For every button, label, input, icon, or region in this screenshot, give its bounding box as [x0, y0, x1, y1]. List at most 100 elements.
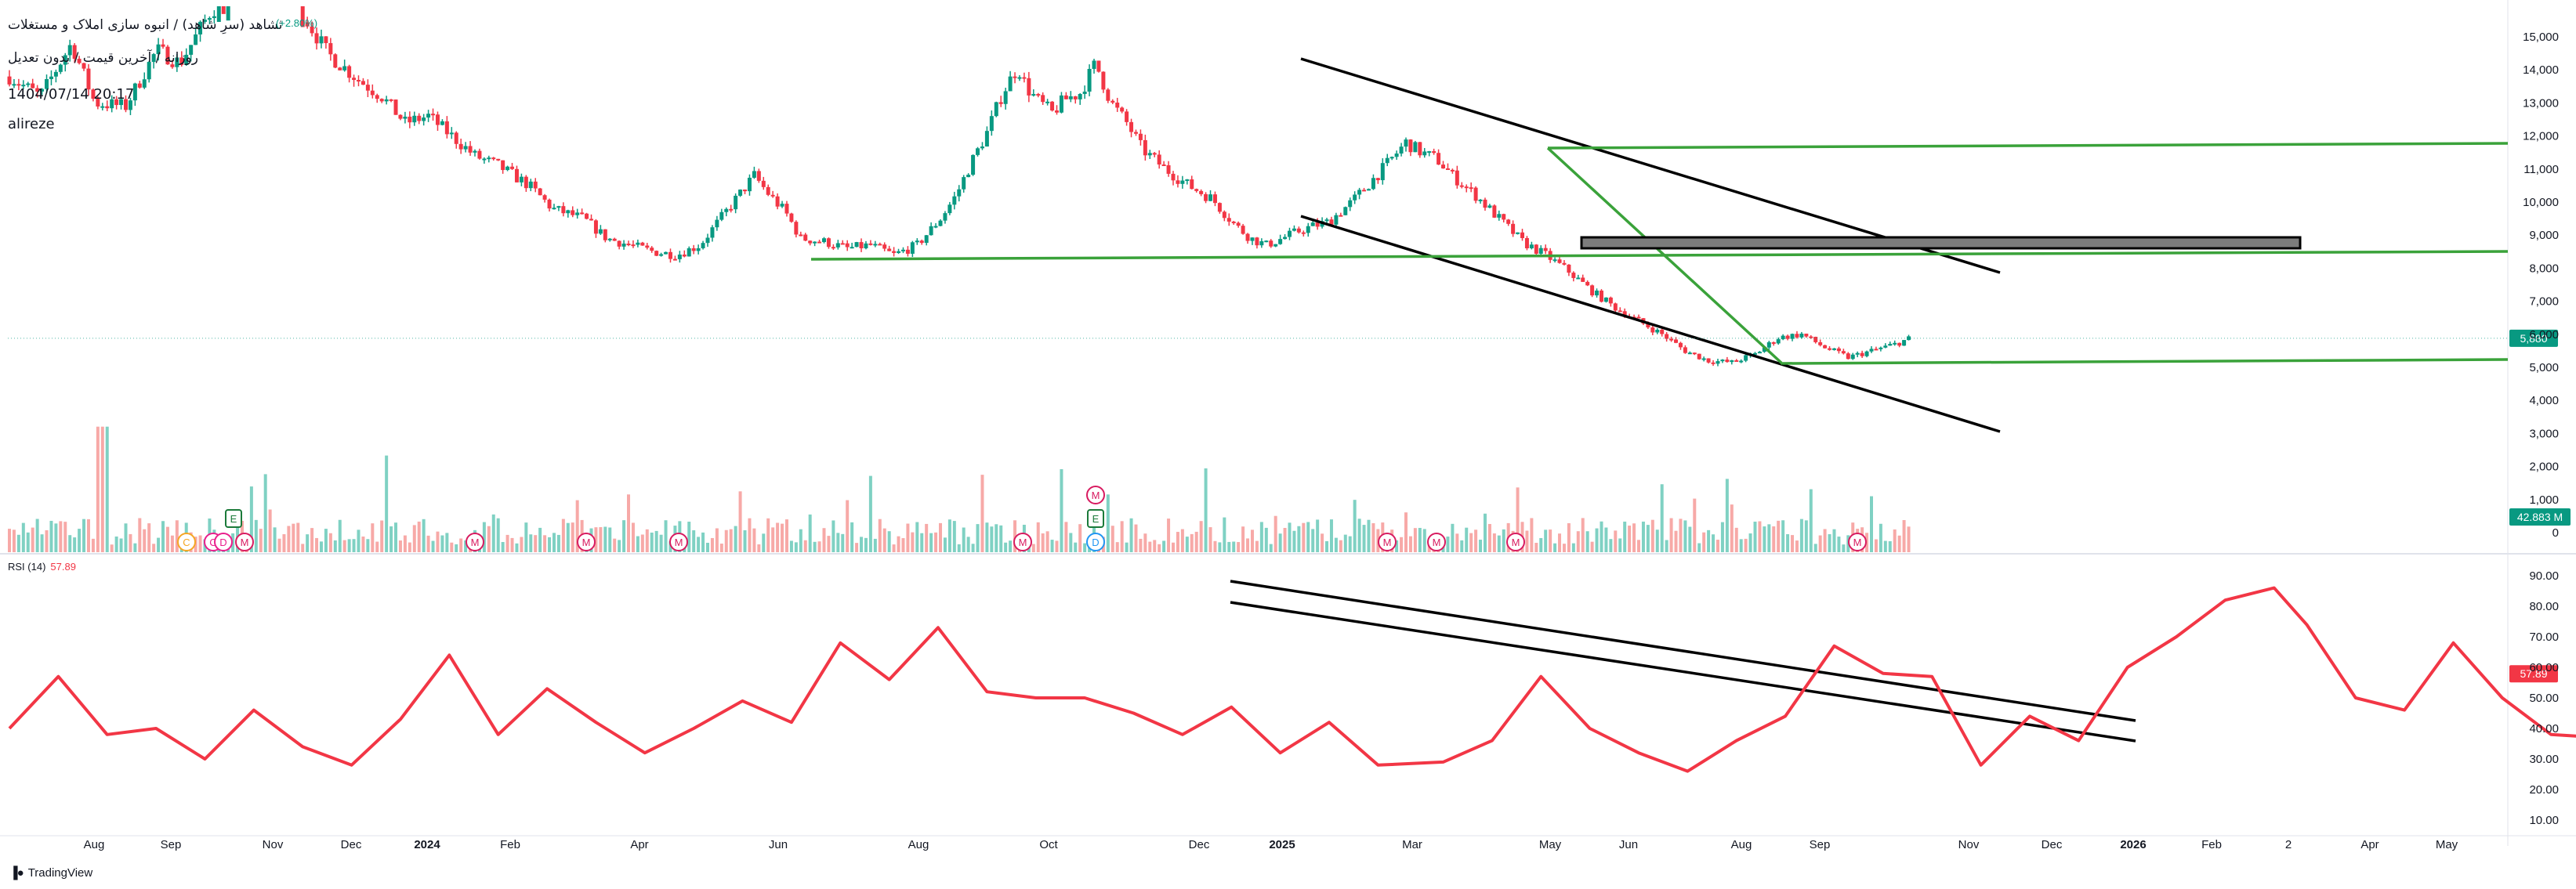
volume-bar: [1693, 498, 1697, 552]
volume-bar: [738, 491, 742, 552]
volume-bar: [1553, 543, 1557, 552]
volume-bar: [194, 537, 197, 552]
candle-body: [552, 208, 556, 210]
candle-body: [803, 234, 808, 241]
drawing-layer[interactable]: [810, 57, 2509, 743]
volume-bar: [1650, 519, 1654, 552]
candle-body: [96, 99, 100, 107]
volume-bar: [757, 544, 761, 552]
snapshot-datetime: 1404/07/14 20:17: [8, 86, 135, 103]
volume-bar: [985, 522, 989, 552]
green-resistance-line-11800[interactable]: [1547, 142, 2509, 150]
volume-bar: [1883, 540, 1887, 552]
lower-descending-trendline[interactable]: [1300, 215, 2001, 433]
candle-body: [962, 177, 966, 190]
volume-bar: [1269, 544, 1273, 552]
volume-bar: [352, 539, 356, 552]
candle-body: [319, 36, 324, 44]
candle-body: [1613, 303, 1618, 311]
candle-body: [1502, 214, 1506, 220]
rsi-axis[interactable]: 10.00 20.00 30.00 40.00 50.00 60.00 70.00 80.00…: [2529, 569, 2559, 827]
volume-bar: [1628, 526, 1632, 552]
price-axis[interactable]: 0 1,000 2,000 3,000 4,000 5,000 6,000 7,000 8,00…: [2523, 31, 2559, 540]
candle-body: [1003, 91, 1008, 104]
rsi-lower-trendline[interactable]: [1230, 601, 2136, 743]
volume-bar: [1227, 541, 1231, 552]
candle-body: [1464, 186, 1469, 189]
rsi-legend[interactable]: RSI (14) 57.89: [8, 561, 76, 573]
candle-body: [1418, 142, 1422, 156]
event-marker-letter: M: [1512, 537, 1520, 548]
time-tick-label: 2026: [2120, 838, 2146, 851]
candle-body: [998, 102, 1003, 104]
candle-body: [840, 243, 845, 245]
volume-bar: [1739, 539, 1743, 552]
volume-bar: [534, 535, 538, 552]
volume-bar: [1404, 512, 1408, 552]
volume-bar: [957, 544, 961, 552]
candle-body: [1711, 362, 1716, 364]
event-marker-circle: [1086, 533, 1105, 551]
candle-body: [1511, 223, 1516, 234]
candle-body: [1357, 190, 1362, 195]
candle-body: [1101, 71, 1106, 90]
candle-body: [1785, 335, 1790, 339]
volume-bar: [1897, 535, 1901, 552]
volume-bar: [1218, 542, 1222, 552]
candle-body: [976, 148, 980, 155]
volume-bar: [1321, 533, 1324, 552]
volume-bar: [1516, 487, 1520, 552]
volume-bar: [1799, 519, 1803, 552]
event-marker-letter: M: [1383, 537, 1392, 548]
candle-body: [1692, 352, 1697, 355]
volume-bar: [1120, 521, 1124, 552]
candle-body: [631, 244, 636, 247]
tradingview-logo[interactable]: ▐● TradingView: [9, 866, 92, 880]
candle-body: [426, 114, 431, 118]
time-axis[interactable]: Aug Sep Nov Dec 2024 Feb Apr Jun Aug Oct Dec 2025 Ma…: [84, 838, 2458, 851]
volume-bar: [1791, 535, 1795, 552]
rsi-legend-title: RSI (14): [8, 561, 46, 573]
volume-bar: [1474, 529, 1478, 552]
candle-body: [887, 248, 892, 251]
candle-body: [1059, 95, 1063, 113]
candle-body: [1027, 78, 1031, 96]
candle-body: [1422, 151, 1427, 156]
volume-bar: [198, 535, 202, 552]
volume-bar: [1469, 533, 1473, 552]
volume-bar: [422, 519, 426, 552]
candle-body: [850, 247, 854, 249]
candle-body: [900, 249, 905, 251]
green-downtrend-line[interactable]: [1546, 146, 1784, 366]
candle-body: [1236, 222, 1241, 226]
candle-body: [1706, 358, 1711, 363]
volume-bar: [1283, 527, 1287, 552]
volume-bar: [110, 544, 114, 552]
volume-bar: [645, 529, 649, 552]
candle-body: [1869, 349, 1874, 352]
volume-bar: [1669, 518, 1673, 552]
candle-body: [524, 176, 528, 189]
volume-bar: [342, 540, 346, 552]
volume-bar: [1646, 525, 1650, 552]
candle-body: [659, 254, 664, 256]
volume-bar: [310, 528, 314, 552]
green-support-line-8300[interactable]: [810, 250, 2509, 261]
volume-bar: [911, 532, 915, 552]
rsi-upper-trendline[interactable]: [1230, 580, 2136, 722]
candle-body: [1171, 173, 1176, 181]
candle-body: [1799, 333, 1804, 338]
green-bottom-line-5100[interactable]: [1782, 358, 2509, 365]
volume-bar: [631, 522, 635, 552]
volume-bar: [1343, 534, 1347, 552]
candle-body: [1310, 222, 1315, 226]
volume-bar: [789, 540, 793, 552]
candle-body: [1543, 248, 1548, 251]
price-tick-label: 5,000: [2529, 361, 2559, 374]
grey-supply-zone[interactable]: [1580, 236, 2302, 250]
volume-bar: [640, 534, 644, 552]
candle-body: [701, 243, 705, 248]
volume-bar: [1153, 540, 1157, 552]
